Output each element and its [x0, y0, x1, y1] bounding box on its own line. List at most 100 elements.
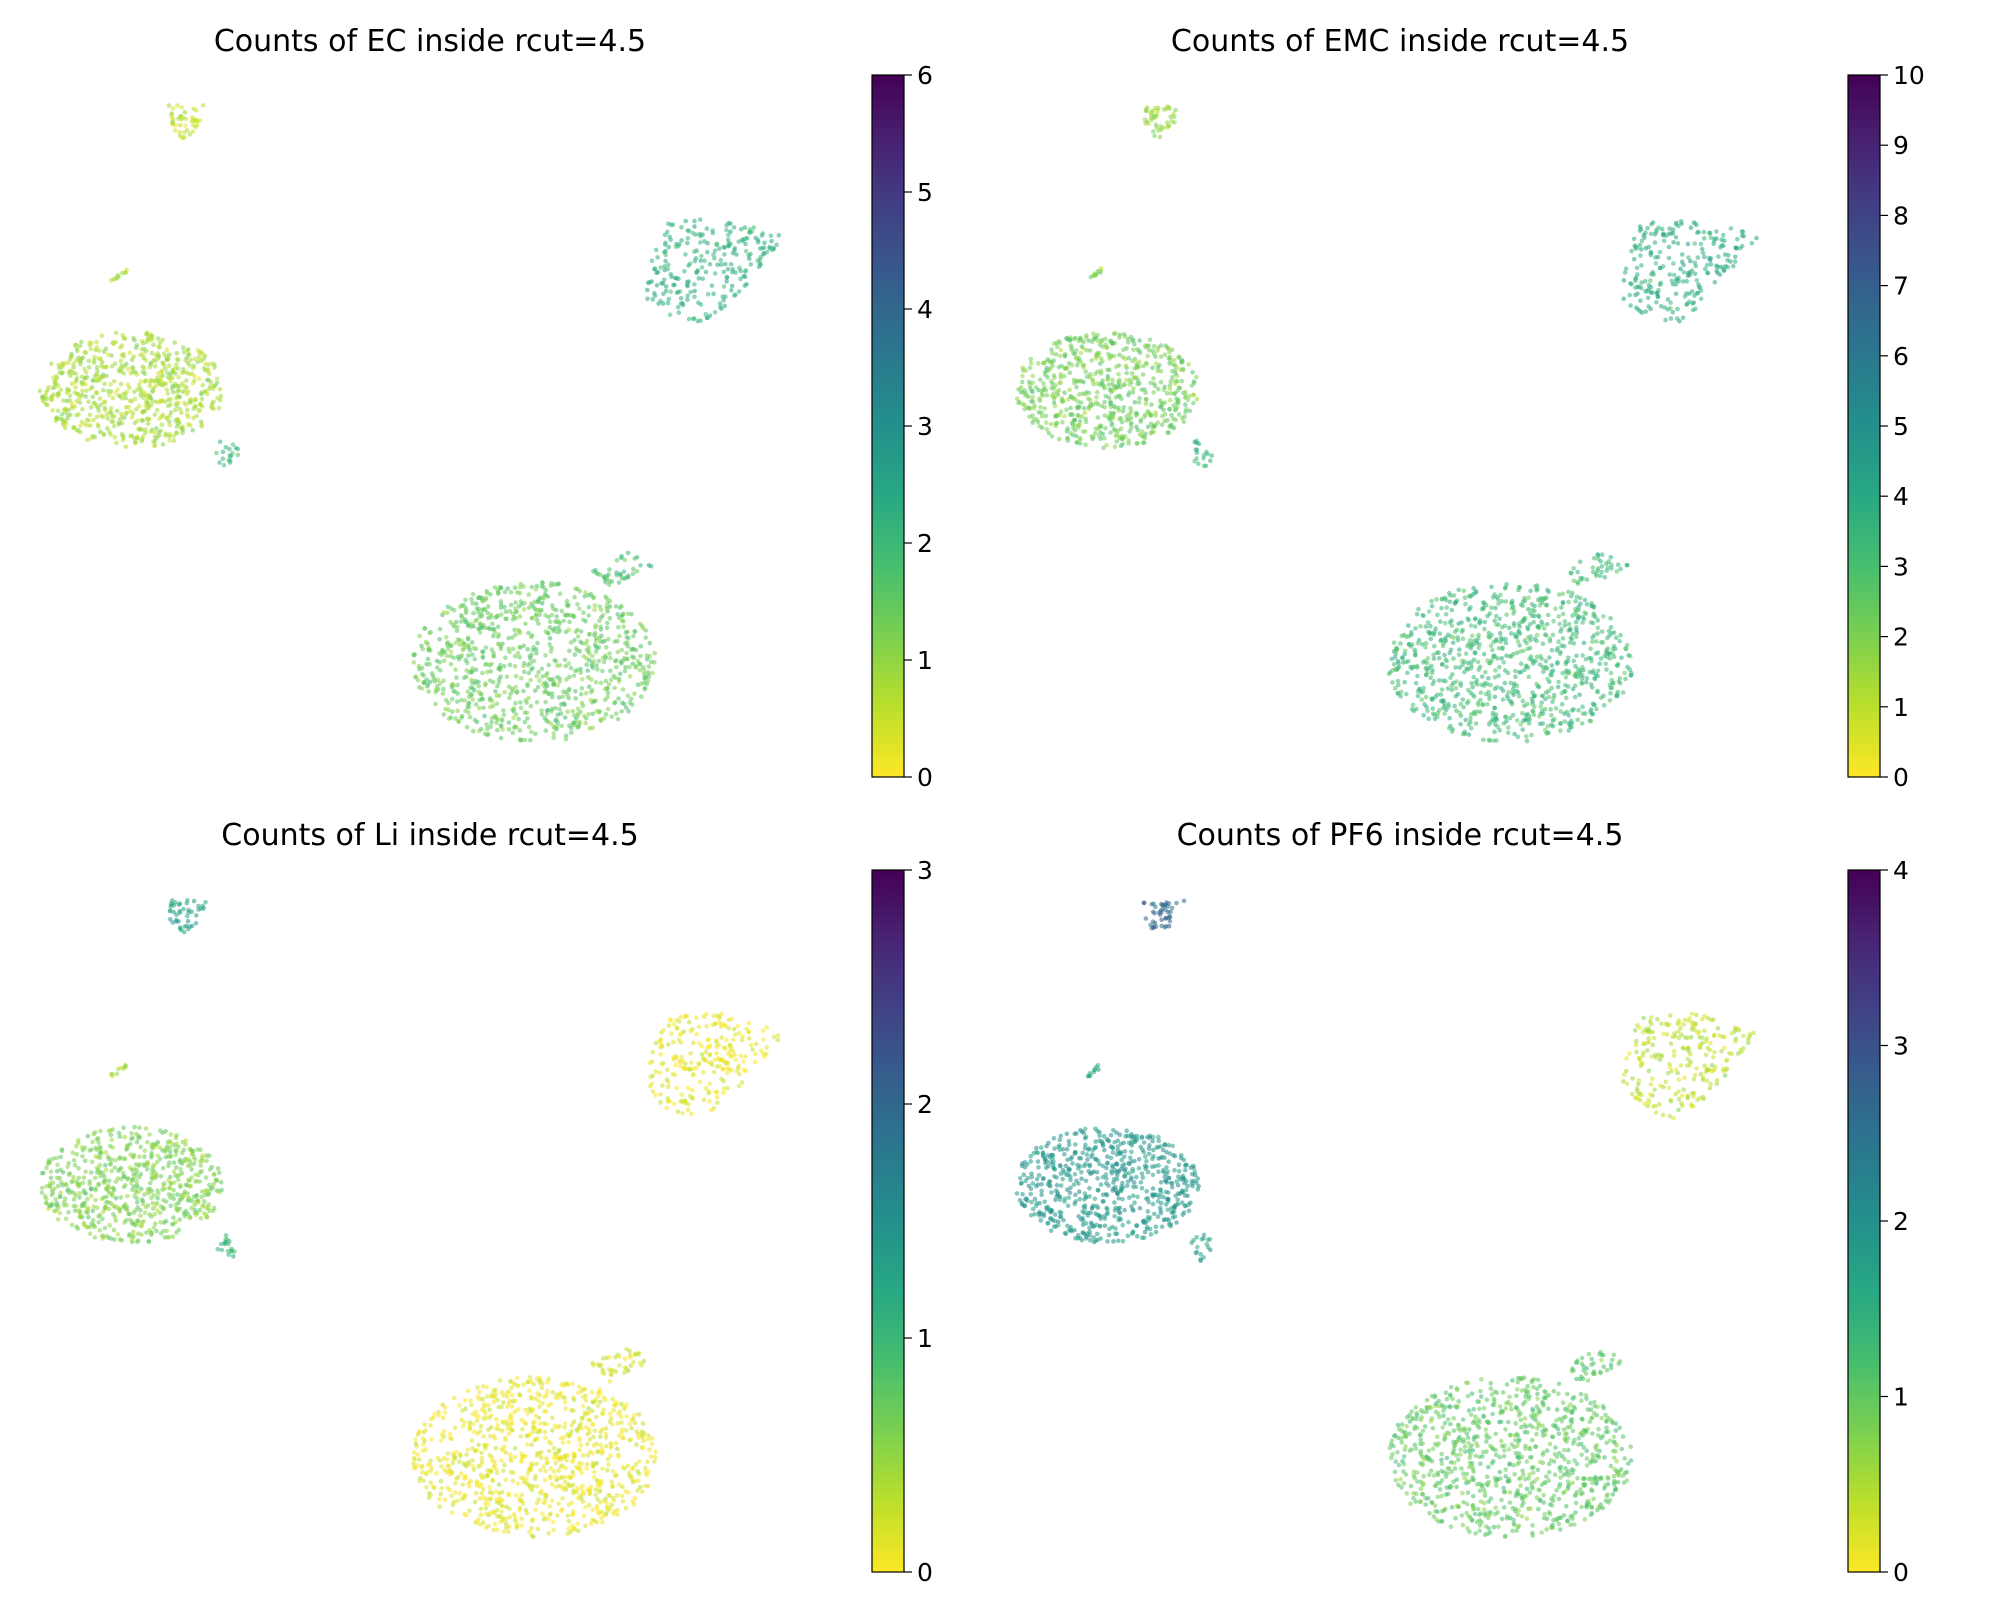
- scatter-point: [729, 283, 735, 289]
- scatter-point: [93, 1154, 98, 1159]
- scatter-point: [145, 1203, 151, 1208]
- scatter-point: [1478, 697, 1483, 703]
- scatter-point: [603, 645, 609, 650]
- scatter-point: [602, 686, 608, 692]
- scatter-point: [1698, 241, 1704, 247]
- scatter-point: [1623, 266, 1629, 272]
- colorbar-tick-label: 2: [1893, 623, 1909, 652]
- scatter-point: [1150, 129, 1156, 134]
- scatter-point: [173, 1135, 179, 1141]
- scatter-point: [1601, 693, 1606, 699]
- scatter-point: [1116, 379, 1121, 385]
- scatter-point: [1577, 595, 1583, 601]
- scatter-point: [1526, 595, 1531, 600]
- scatter-point: [1435, 612, 1440, 618]
- scatter-point: [182, 109, 188, 115]
- scatter-point: [1623, 676, 1628, 682]
- scatter-point: [95, 368, 100, 374]
- scatter-point: [1540, 641, 1546, 646]
- scatter-point: [193, 1179, 198, 1184]
- scatter-point: [614, 664, 619, 670]
- scatter-point: [119, 420, 125, 426]
- scatter-point: [775, 1037, 781, 1043]
- scatter-point: [656, 301, 661, 307]
- scatter-point: [1124, 370, 1129, 376]
- scatter-point: [1590, 639, 1595, 644]
- scatter-point: [217, 1170, 222, 1175]
- scatter-point: [614, 558, 620, 563]
- scatter-point: [739, 1080, 745, 1085]
- scatter-point: [735, 1023, 741, 1029]
- scatter-point: [684, 1013, 690, 1019]
- scatter-point: [743, 1068, 749, 1074]
- scatter-point: [173, 900, 178, 905]
- scatter-point: [511, 715, 516, 721]
- scatter-point: [1152, 133, 1157, 139]
- scatter-point: [721, 244, 727, 250]
- scatter-point: [110, 1185, 116, 1191]
- scatter-point: [138, 1213, 143, 1218]
- scatter-point: [638, 563, 643, 568]
- scatter-point: [556, 625, 561, 631]
- scatter-point: [104, 1194, 109, 1200]
- scatter-point: [685, 236, 691, 241]
- scatter-point: [66, 1161, 71, 1166]
- scatter-point: [1116, 394, 1121, 399]
- scatter-point: [1502, 623, 1508, 629]
- scatter-point: [1190, 369, 1195, 375]
- scatter-point: [699, 1052, 705, 1057]
- scatter-point: [1150, 348, 1156, 354]
- scatter-point: [199, 392, 204, 397]
- scatter-point: [1518, 661, 1524, 666]
- scatter-point: [1457, 665, 1463, 670]
- scatter-point: [174, 1141, 180, 1146]
- scatter-point: [113, 1179, 119, 1184]
- scatter-point: [712, 271, 718, 276]
- scatter-point: [80, 407, 85, 412]
- scatter-point: [619, 647, 625, 653]
- scatter-point: [1584, 577, 1590, 582]
- scatter-point: [1418, 624, 1423, 629]
- scatter-point: [709, 1062, 715, 1068]
- scatter-point: [82, 1158, 88, 1164]
- scatter-point: [662, 264, 667, 269]
- scatter-point: [127, 398, 133, 404]
- scatter-point: [576, 725, 581, 730]
- scatter-point: [567, 619, 572, 625]
- scatter-point: [1062, 353, 1068, 358]
- scatter-point: [190, 129, 196, 134]
- scatter-point: [85, 1133, 91, 1139]
- scatter-point: [1153, 122, 1159, 128]
- scatter-point: [700, 276, 705, 282]
- scatter-point: [1452, 703, 1457, 709]
- scatter-point: [129, 357, 135, 363]
- scatter-point: [1429, 603, 1435, 609]
- scatter-point: [776, 233, 782, 238]
- scatter-point: [1593, 672, 1599, 677]
- scatter-point: [543, 728, 549, 733]
- scatter-point: [546, 1531, 551, 1536]
- scatter-point: [126, 1233, 132, 1239]
- scatter-point: [153, 399, 158, 405]
- scatter-point: [1412, 647, 1417, 653]
- scatter-point: [753, 1041, 759, 1047]
- scatter-point: [556, 619, 562, 624]
- scatter-point: [719, 1035, 724, 1040]
- scatter-point: [728, 262, 734, 267]
- scatter-point: [1486, 676, 1491, 681]
- scatter-point: [1595, 552, 1601, 558]
- scatter-point: [519, 675, 524, 681]
- scatter-point: [1562, 719, 1567, 724]
- scatter-point: [111, 423, 117, 429]
- scatter-point: [607, 616, 613, 621]
- scatter-point: [1107, 417, 1113, 423]
- scatter-point: [191, 106, 196, 112]
- scatter-point: [1069, 420, 1075, 426]
- scatter-point: [444, 653, 450, 659]
- scatter-point: [1635, 307, 1641, 312]
- scatter-point: [679, 1098, 685, 1104]
- scatter-point: [493, 715, 499, 721]
- scatter-point: [760, 231, 766, 236]
- scatter-point: [608, 677, 614, 683]
- scatter-point: [471, 610, 476, 616]
